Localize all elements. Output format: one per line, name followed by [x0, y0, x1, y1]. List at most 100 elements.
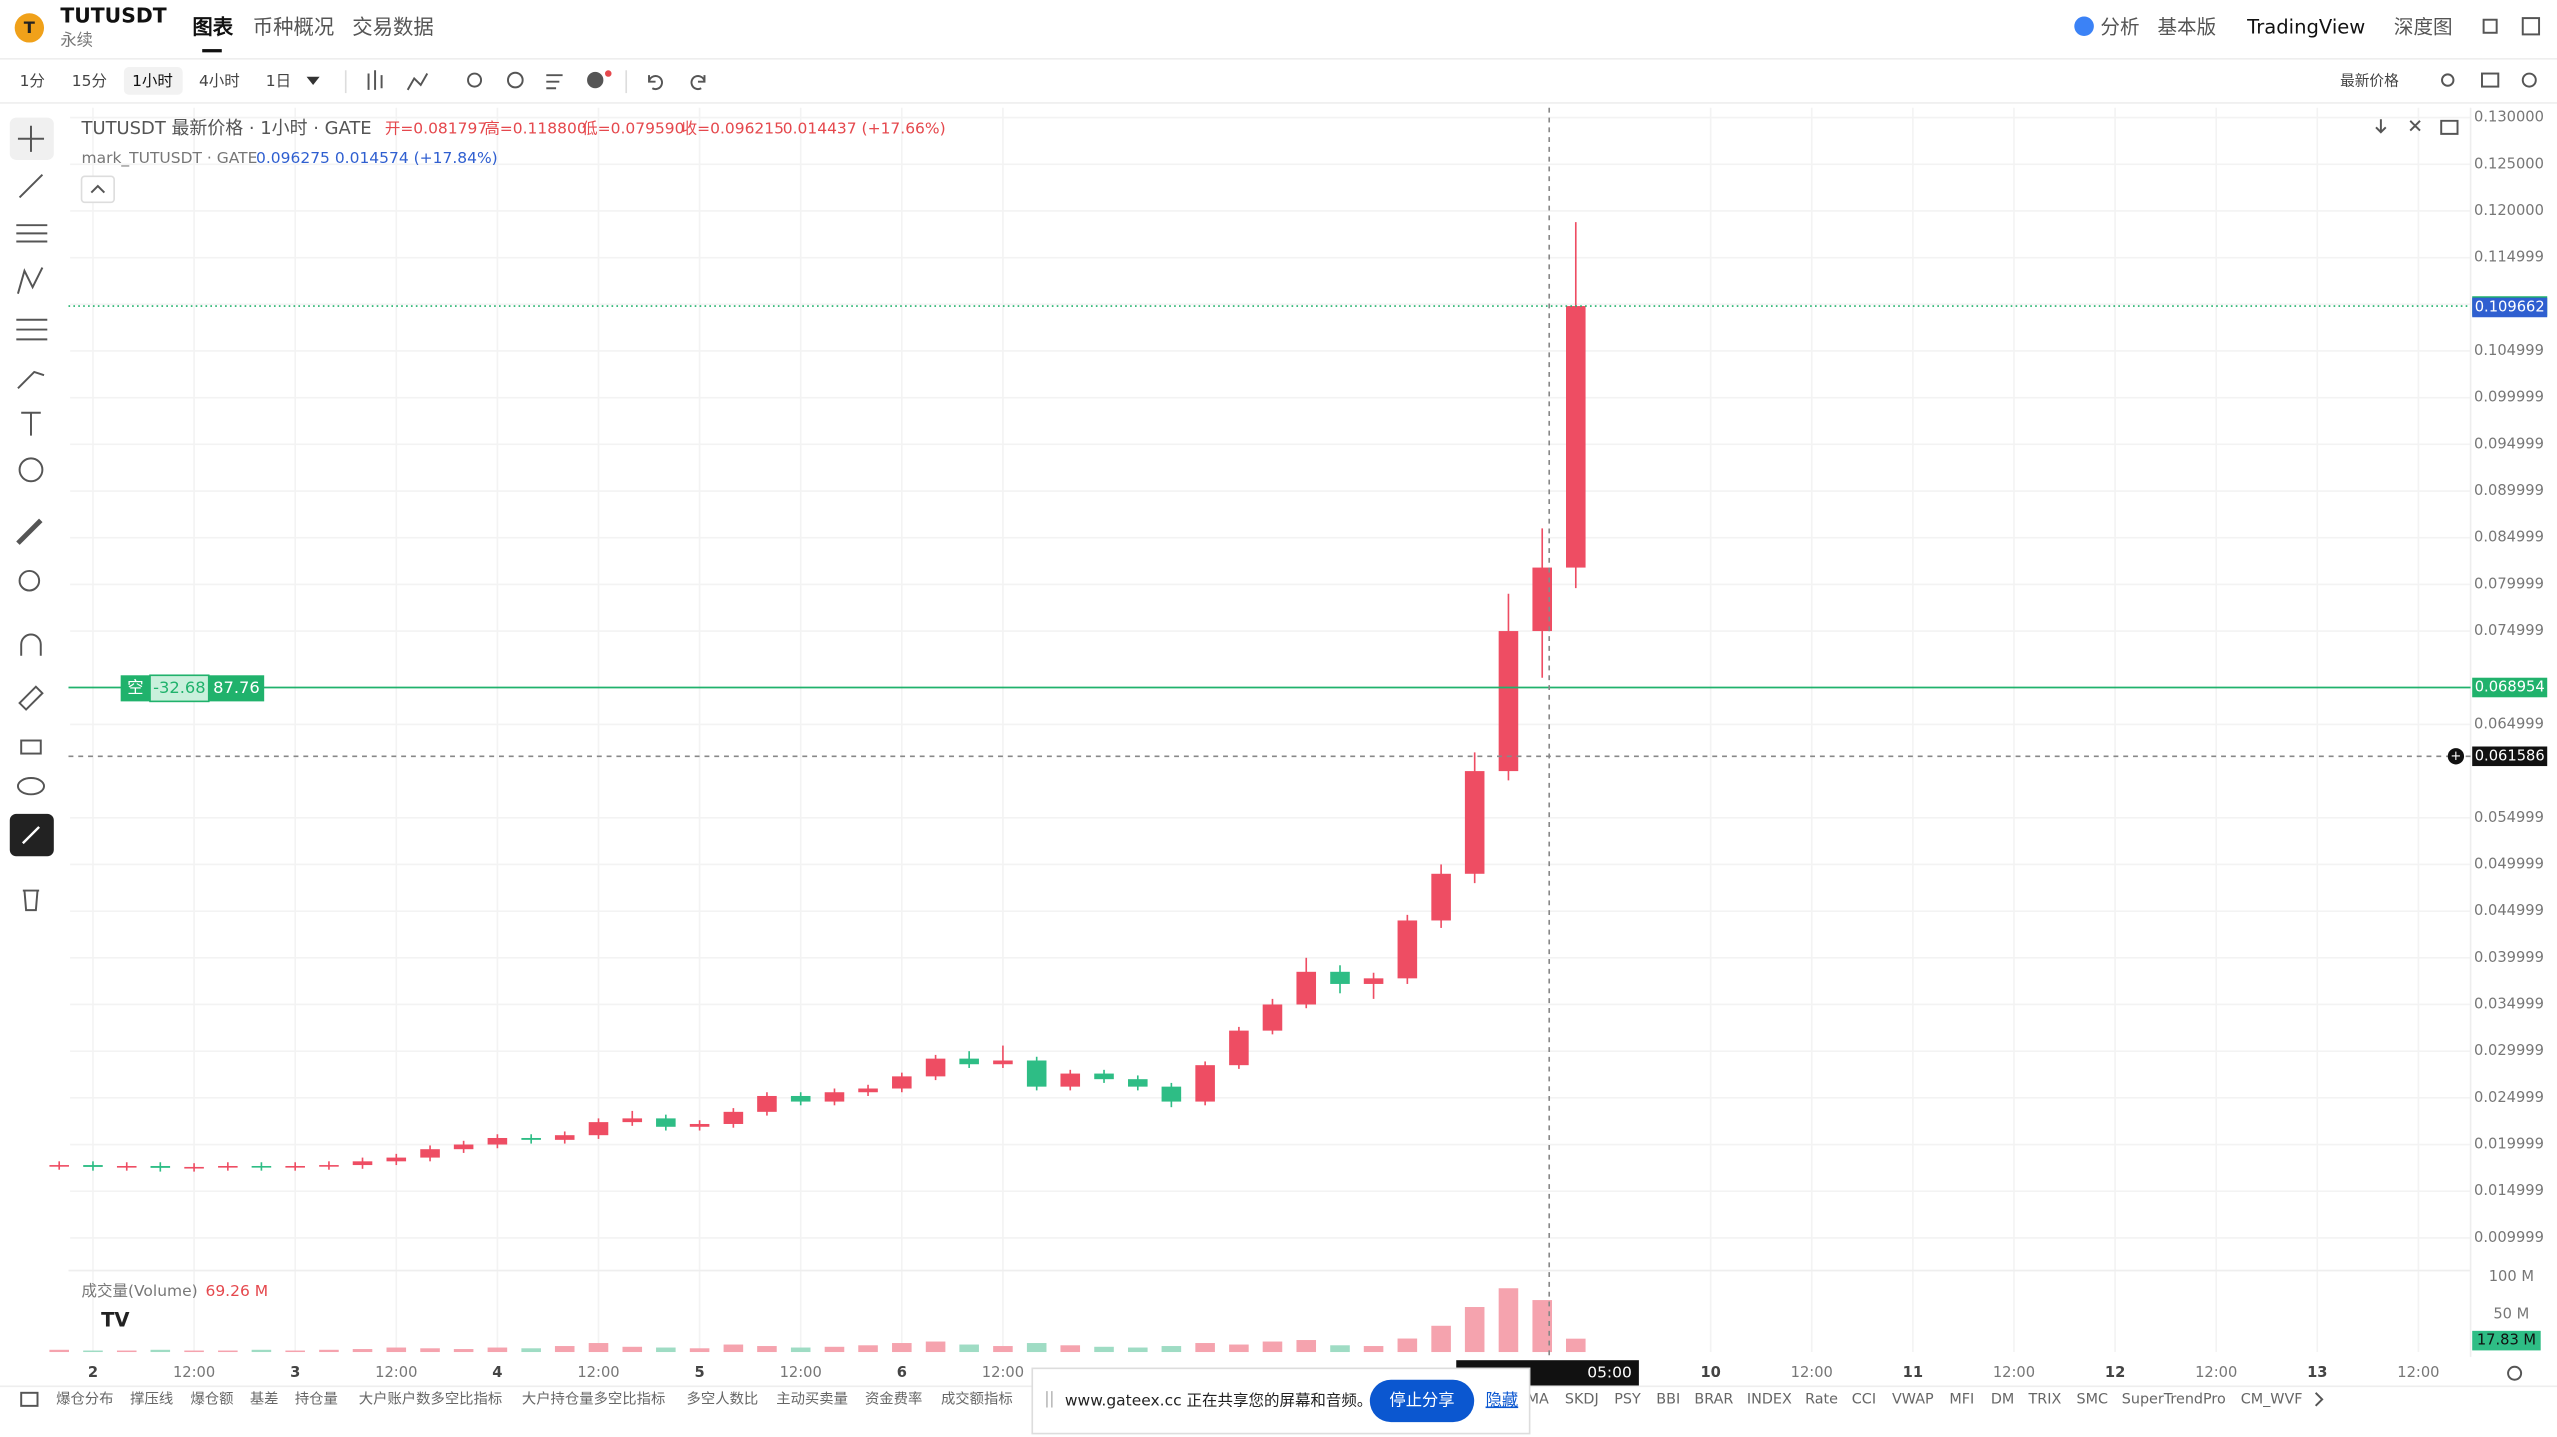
volume-bar: [1464, 1307, 1485, 1353]
volume-bar: [1262, 1341, 1283, 1353]
scroll-right[interactable]: [2314, 1392, 2324, 1407]
indicator-tab[interactable]: INDEX: [1747, 1391, 1792, 1407]
indicator-tab[interactable]: SKDJ: [1565, 1391, 1599, 1407]
ruler-tool[interactable]: [16, 518, 43, 545]
alert-icon[interactable]: [467, 72, 483, 88]
indicator-tab[interactable]: CCI: [1852, 1391, 1876, 1407]
candle-body: [453, 1144, 474, 1150]
lock-tool[interactable]: [20, 739, 42, 755]
tab[interactable]: 币种概况: [253, 15, 335, 39]
hide-tool[interactable]: [16, 777, 46, 796]
redo-icon[interactable]: [690, 75, 706, 90]
channel-tool[interactable]: [16, 224, 48, 243]
zoom-tool[interactable]: [18, 569, 41, 592]
undo-icon[interactable]: [648, 75, 663, 90]
delete-tool[interactable]: [22, 889, 40, 912]
camera-icon[interactable]: [2481, 72, 2500, 88]
fib-tool[interactable]: [16, 318, 48, 341]
price-type[interactable]: 最新价格: [2340, 73, 2399, 90]
indicator-tab[interactable]: BBI: [1656, 1391, 1680, 1407]
y-tick-label: 0.054999: [2474, 809, 2544, 826]
pane-controls[interactable]: [2375, 119, 2459, 135]
candle-body: [1262, 1004, 1283, 1031]
emoji-tool[interactable]: [18, 457, 44, 483]
fullscreen-icon[interactable]: [2521, 17, 2541, 36]
indicator-tab[interactable]: VWAP: [1892, 1391, 1934, 1407]
indicator-tab[interactable]: MFI: [1949, 1391, 1974, 1407]
x-tick-label: 13: [2307, 1364, 2327, 1381]
line-tool[interactable]: [18, 173, 44, 199]
position-price-label: 0.068954: [2475, 679, 2545, 696]
top-link[interactable]: 基本版: [2157, 15, 2216, 38]
axis-settings[interactable]: [2507, 1365, 2523, 1381]
symbol[interactable]: TUTUSDT: [60, 3, 166, 27]
indicator-tab[interactable]: CM_WVF: [2241, 1391, 2303, 1407]
link-tool[interactable]: [21, 826, 41, 845]
indicator-tab[interactable]: 成交额指标: [941, 1389, 1013, 1407]
indicator-tab[interactable]: SMC: [2076, 1391, 2108, 1407]
indicator-tab[interactable]: DM: [1991, 1391, 2014, 1407]
lock-draw-tool[interactable]: [18, 685, 44, 711]
indicator-tab[interactable]: 大户账户数多空比指标: [359, 1390, 502, 1407]
stop-share-button[interactable]: [1369, 1379, 1475, 1423]
indicator-tab[interactable]: MA: [1527, 1391, 1549, 1407]
candle-body: [824, 1092, 845, 1102]
indicator-tab[interactable]: 基差: [250, 1390, 279, 1407]
top-link[interactable]: 分析: [2100, 15, 2139, 38]
indicator-tab[interactable]: 大户持仓量多空比指标: [522, 1390, 665, 1407]
interval[interactable]: 4小时: [199, 72, 240, 90]
volume-bar: [993, 1346, 1013, 1353]
interval[interactable]: 1日: [266, 72, 291, 90]
x-tick-label: 6: [897, 1364, 907, 1381]
stop-share-label[interactable]: 停止分享: [1389, 1390, 1454, 1409]
template-icon[interactable]: [546, 74, 563, 90]
volume-bar: [285, 1350, 305, 1353]
indicator-tab[interactable]: Rate: [1805, 1391, 1838, 1407]
indicator-tab[interactable]: 持仓量: [295, 1390, 338, 1407]
candle-body: [1431, 873, 1451, 921]
indicator-tab[interactable]: 爆仓额: [190, 1390, 233, 1407]
search-icon[interactable]: [2441, 73, 2455, 87]
tab[interactable]: 交易数据: [352, 15, 434, 39]
volume-bar: [1566, 1338, 1586, 1353]
indicator-tab[interactable]: 主动买卖量: [776, 1390, 848, 1407]
volume-bar: [858, 1345, 878, 1353]
magnet-tool[interactable]: [20, 633, 42, 656]
x-tick-label: 11: [1903, 1364, 1923, 1381]
crosshair-tool[interactable]: [17, 125, 45, 152]
settings-icon[interactable]: [2521, 72, 2537, 88]
crosshair-add[interactable]: [2447, 748, 2465, 765]
interval[interactable]: 1小时: [132, 72, 173, 90]
tab[interactable]: 图表: [192, 15, 233, 39]
position-side: 空: [127, 678, 143, 697]
indicator-tab[interactable]: PSY: [1614, 1391, 1641, 1407]
y-tick-label: 0.009999: [2474, 1229, 2544, 1246]
indicator-tab[interactable]: 资金费率: [865, 1390, 922, 1407]
volume-bar: [453, 1349, 474, 1353]
text-tool[interactable]: [21, 411, 41, 436]
interval[interactable]: 15分: [72, 72, 107, 90]
indicator-tab[interactable]: 多空人数比: [687, 1390, 759, 1407]
interval[interactable]: 1分: [20, 72, 45, 90]
pattern-tool[interactable]: [16, 267, 44, 294]
top-link[interactable]: TradingView: [2246, 15, 2365, 38]
candle-body: [757, 1095, 777, 1112]
position-size: 87.76: [213, 678, 260, 697]
dropdown-icon[interactable]: [306, 76, 320, 85]
add-icon[interactable]: [587, 71, 604, 89]
top-link[interactable]: 深度图: [2394, 15, 2453, 38]
volume-bar: [554, 1346, 575, 1353]
hide-link[interactable]: 隐藏: [1486, 1390, 1519, 1409]
indicator-menu-icon[interactable]: [20, 1391, 39, 1407]
indicator-icon[interactable]: [406, 73, 429, 91]
expand-icon[interactable]: [2482, 18, 2498, 34]
brush-tool[interactable]: [17, 370, 45, 389]
replay-icon[interactable]: [506, 71, 524, 89]
indicator-tab[interactable]: 撑压线: [130, 1390, 173, 1407]
candle-type-icon[interactable]: [367, 70, 383, 90]
indicator-tab[interactable]: 爆仓分布: [56, 1390, 113, 1407]
indicator-tab[interactable]: SuperTrendPro: [2122, 1391, 2226, 1407]
indicator-tab[interactable]: BRAR: [1694, 1391, 1733, 1407]
collapse-button[interactable]: [80, 175, 115, 204]
indicator-tab[interactable]: TRIX: [2028, 1391, 2062, 1407]
